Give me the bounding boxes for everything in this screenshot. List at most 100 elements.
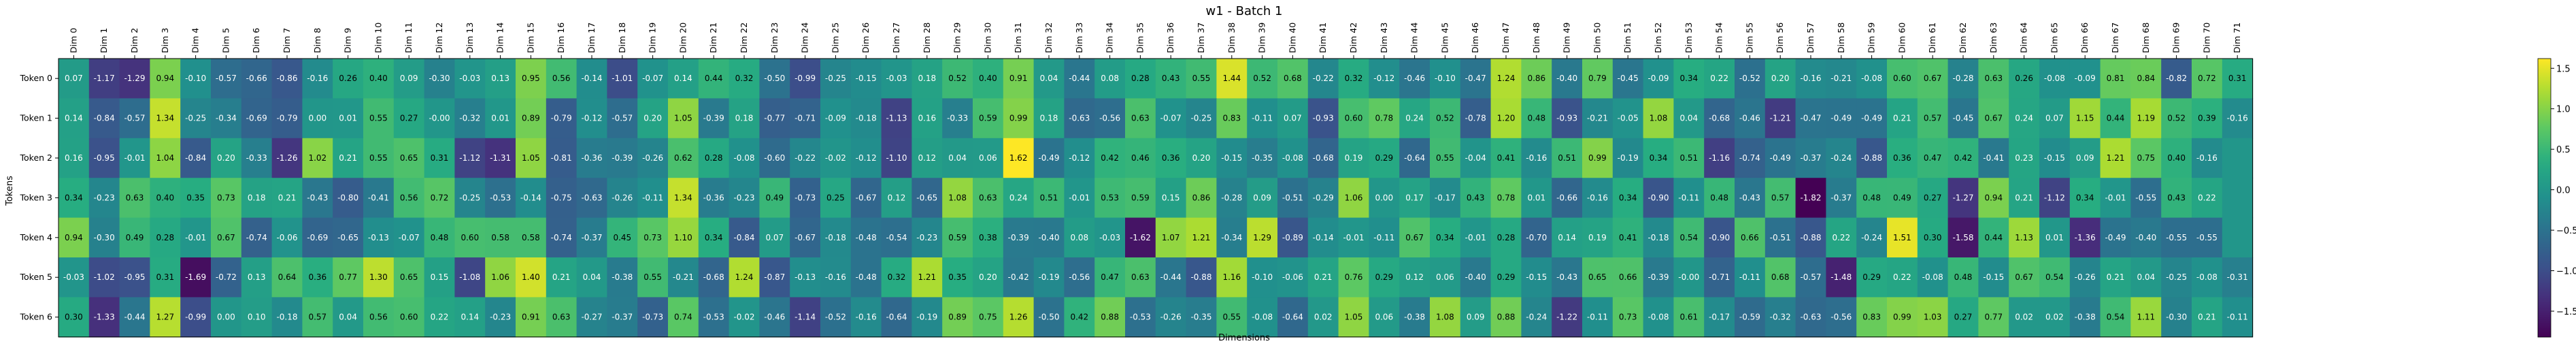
cell-value-label: -0.65 bbox=[916, 193, 937, 202]
heatmap-cell bbox=[1582, 59, 1613, 99]
cell-value-label: -0.11 bbox=[1678, 193, 1699, 202]
heatmap-cell bbox=[607, 257, 638, 298]
heatmap-cell bbox=[1887, 217, 1918, 258]
heatmap-cell bbox=[1704, 59, 1735, 99]
heatmap-cell bbox=[1064, 98, 1095, 139]
heatmap-cell bbox=[1978, 138, 2009, 178]
cell-value-label: 0.02 bbox=[1314, 313, 1333, 322]
heatmap-cell bbox=[302, 178, 333, 219]
heatmap-cell bbox=[1430, 98, 1461, 139]
heatmap-cell bbox=[516, 98, 547, 139]
row-tick-label: Token 4 bbox=[20, 232, 53, 242]
cell-value-label: 0.88 bbox=[1101, 313, 1119, 322]
heatmap-cell bbox=[1490, 178, 1522, 219]
cell-value-label: -0.52 bbox=[825, 313, 846, 322]
heatmap-cell bbox=[607, 98, 638, 139]
heatmap-cell bbox=[119, 138, 150, 178]
cell-value-label: -1.29 bbox=[124, 74, 145, 83]
cell-value-label: -0.30 bbox=[429, 74, 450, 83]
cell-value-label: 0.16 bbox=[65, 153, 83, 163]
heatmap-cell bbox=[485, 257, 516, 298]
heatmap-cell bbox=[1552, 59, 1583, 99]
heatmap-cell bbox=[1826, 257, 1857, 298]
cell-value-label: -0.84 bbox=[733, 233, 754, 242]
heatmap-cell bbox=[88, 257, 120, 298]
heatmap-cell bbox=[790, 98, 821, 139]
cell-value-label: -0.47 bbox=[1465, 74, 1486, 83]
heatmap-cell bbox=[302, 217, 333, 258]
heatmap-cell bbox=[2161, 257, 2192, 298]
cell-value-label: -0.57 bbox=[1800, 272, 1821, 282]
cell-value-label: 0.32 bbox=[888, 272, 906, 282]
cell-value-label: -0.68 bbox=[703, 272, 724, 282]
heatmap-cell bbox=[2192, 297, 2223, 338]
heatmap-cell bbox=[1856, 59, 1888, 99]
heatmap-cell bbox=[393, 257, 425, 298]
heatmap-cell bbox=[911, 178, 943, 219]
cell-value-label: -0.39 bbox=[703, 114, 724, 123]
cell-value-label: 0.48 bbox=[431, 233, 449, 242]
cell-value-label: 0.99 bbox=[1893, 313, 1911, 322]
heatmap-cell bbox=[2069, 59, 2101, 99]
heatmap-cell bbox=[58, 217, 90, 258]
heatmap-cell bbox=[2130, 217, 2162, 258]
heatmap-cell bbox=[668, 178, 699, 219]
cell-value-label: -0.28 bbox=[1952, 74, 1973, 83]
heatmap-cell bbox=[1795, 297, 1826, 338]
heatmap-cell bbox=[393, 178, 425, 219]
heatmap-cell bbox=[363, 178, 395, 219]
cell-value-label: -0.45 bbox=[1618, 74, 1639, 83]
cell-value-label: -1.48 bbox=[1830, 272, 1852, 282]
column-tick-label: Dim 22 bbox=[739, 22, 749, 53]
cell-value-label: -0.09 bbox=[825, 114, 846, 123]
heatmap-cell bbox=[546, 98, 578, 139]
cell-value-label: 0.60 bbox=[1893, 74, 1911, 83]
heatmap-cell bbox=[607, 178, 638, 219]
cell-value-label: -0.29 bbox=[1313, 193, 1334, 202]
cell-value-label: 0.42 bbox=[1954, 153, 1973, 163]
heatmap-cell bbox=[1186, 98, 1217, 139]
heatmap-cell bbox=[1094, 178, 1126, 219]
heatmap-cell bbox=[1369, 257, 1400, 298]
heatmap-cell bbox=[698, 98, 730, 139]
cell-value-label: -0.57 bbox=[124, 114, 145, 123]
cell-value-label: -0.25 bbox=[2166, 272, 2187, 282]
cell-value-label: 1.08 bbox=[1436, 313, 1454, 322]
cell-value-label: -0.49 bbox=[1861, 114, 1882, 123]
heatmap-cell bbox=[1064, 178, 1095, 219]
heatmap-cell bbox=[1826, 297, 1857, 338]
cell-value-label: -0.99 bbox=[185, 313, 206, 322]
cell-value-label: 0.54 bbox=[2107, 313, 2125, 322]
column-tick-label: Dim 46 bbox=[1470, 22, 1480, 53]
cell-value-label: -0.40 bbox=[1465, 272, 1486, 282]
cell-value-label: -0.88 bbox=[1800, 233, 1821, 242]
cell-value-label: 0.01 bbox=[491, 114, 509, 123]
heatmap-cell bbox=[1795, 217, 1826, 258]
cell-value-label: -0.51 bbox=[1282, 193, 1303, 202]
colorbar-tick-label: −0.5 bbox=[2556, 226, 2576, 236]
heatmap-cell bbox=[1521, 178, 1552, 219]
heatmap-cell bbox=[454, 217, 486, 258]
cell-value-label: 0.59 bbox=[1131, 193, 1150, 202]
cell-value-label: 0.04 bbox=[2137, 272, 2155, 282]
heatmap-cell bbox=[1947, 178, 1979, 219]
heatmap-cell bbox=[637, 178, 669, 219]
heatmap-cell bbox=[333, 217, 364, 258]
heatmap-cell bbox=[2100, 257, 2131, 298]
heatmap-cell bbox=[607, 217, 638, 258]
cell-value-label: -0.26 bbox=[1160, 313, 1182, 322]
heatmap-cell bbox=[58, 138, 90, 178]
cell-value-label: 0.29 bbox=[1375, 153, 1393, 163]
cell-value-label: 0.18 bbox=[248, 193, 266, 202]
heatmap-cell bbox=[2222, 59, 2254, 99]
heatmap-cell bbox=[2192, 217, 2223, 258]
cell-value-label: -0.23 bbox=[733, 193, 754, 202]
heatmap-cell bbox=[1795, 178, 1826, 219]
column-tick-label: Dim 19 bbox=[648, 22, 658, 53]
cell-value-label: 0.30 bbox=[65, 313, 83, 322]
cell-value-label: -0.55 bbox=[2196, 233, 2218, 242]
cell-value-label: 0.67 bbox=[217, 233, 235, 242]
cell-value-label: -0.24 bbox=[1526, 313, 1547, 322]
heatmap-cell bbox=[576, 59, 607, 99]
cell-value-label: -0.11 bbox=[1373, 233, 1394, 242]
